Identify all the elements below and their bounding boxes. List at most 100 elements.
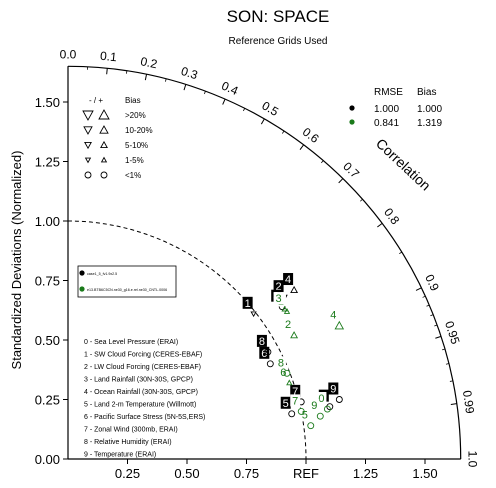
outer-arc bbox=[67, 65, 462, 460]
data-point-marker bbox=[334, 320, 345, 330]
bias-header: Bias bbox=[417, 87, 436, 98]
correlation-tick bbox=[222, 98, 226, 105]
case-2-legend-marker bbox=[79, 286, 85, 292]
data-point-label: 5 bbox=[302, 410, 308, 422]
bias-legend-sign-header: - / + bbox=[89, 96, 103, 105]
correlation-tick bbox=[260, 118, 265, 125]
data-point-label: 1 bbox=[245, 298, 251, 310]
data-point-marker bbox=[281, 305, 288, 312]
correlation-tick-label: 0.2 bbox=[139, 54, 158, 71]
x-tick-label: 1.25 bbox=[353, 466, 378, 481]
data-point-label: 9 bbox=[311, 400, 317, 412]
correlation-label: Correlation bbox=[373, 135, 434, 193]
bias-legend-plus-marker bbox=[98, 109, 110, 120]
data-point: 5 bbox=[280, 396, 296, 418]
axes-frame bbox=[67, 65, 462, 460]
data-point-label-bg bbox=[316, 392, 327, 405]
correlation-tick bbox=[183, 84, 187, 91]
correlation-tick bbox=[106, 68, 108, 75]
variable-legend-item: 5 - Land 2-m Temperature (Willmott) bbox=[84, 402, 196, 409]
data-point-label: 4 bbox=[285, 274, 291, 286]
correlation-tick bbox=[338, 178, 344, 184]
data-point-label-bg bbox=[299, 408, 310, 421]
correlation-minor-tick bbox=[426, 304, 430, 307]
correlation-minor-tick bbox=[165, 78, 167, 82]
correlation-tick-label: 0.4 bbox=[219, 78, 240, 98]
variable-legend-item: 6 - Pacific Surface Stress (5N-5S,ERS) bbox=[84, 414, 205, 421]
y-axis-label: Standardized Deviations (Normalized) bbox=[9, 151, 24, 370]
correlation-tick-label: 0.6 bbox=[300, 125, 322, 146]
data-point-label-bg bbox=[259, 346, 270, 359]
data-points: 01234567890123456789 bbox=[242, 273, 345, 430]
bias-legend-minus-marker bbox=[84, 171, 92, 179]
data-point-label-bg bbox=[278, 365, 289, 378]
variable-legend: 0 - Sea Level Pressure (ERAI) 1 - SW Clou… bbox=[84, 339, 205, 459]
data-point-marker bbox=[288, 410, 296, 418]
correlation-minor-tick bbox=[434, 324, 438, 327]
x-tick-label: 1.50 bbox=[412, 466, 437, 481]
data-point-label: 7 bbox=[292, 386, 298, 398]
data-point-label-bg bbox=[290, 384, 301, 397]
data-point-label: 2 bbox=[276, 281, 282, 293]
data-point-label-bg bbox=[242, 296, 253, 309]
correlation-tick bbox=[415, 287, 422, 291]
variable-legend-item: 9 - Temperature (ERAI) bbox=[84, 452, 156, 459]
correlation-minor-tick bbox=[360, 198, 363, 202]
correlation-minor-tick bbox=[243, 108, 246, 112]
y-tick-label: 1.25 bbox=[35, 155, 60, 170]
data-point: 4 bbox=[283, 273, 299, 294]
data-point-label: 2 bbox=[285, 319, 291, 331]
correlation-minor-tick bbox=[430, 314, 434, 317]
bias-legend-label: 1-5% bbox=[125, 156, 144, 165]
rmse-header: RMSE bbox=[374, 87, 403, 98]
data-point-label: 0 bbox=[318, 393, 324, 405]
data-point-label-bg bbox=[328, 308, 339, 321]
x-tick-label: REF bbox=[293, 466, 319, 481]
correlation-minor-tick bbox=[422, 295, 426, 298]
bias-legend-minus-marker bbox=[84, 141, 92, 150]
data-point: 8 bbox=[256, 334, 272, 356]
bias-legend-minus-marker bbox=[82, 110, 94, 121]
correlation-tick-label: 0.0 bbox=[60, 47, 77, 61]
data-point-label: 4 bbox=[330, 310, 336, 322]
case-1-name: case1_5_fv1.9x2.5 bbox=[87, 272, 117, 276]
data-point-marker bbox=[335, 396, 343, 403]
data-point: 8 bbox=[275, 356, 291, 377]
correlation-minor-tick bbox=[442, 348, 446, 351]
data-point-label-bg bbox=[256, 334, 267, 347]
variable-legend-item: 2 - LW Cloud Forcing (CERES-EBAF) bbox=[84, 364, 201, 371]
y-tick-label: 1.50 bbox=[35, 95, 60, 110]
data-point-label-bg bbox=[283, 318, 294, 331]
case-1-bias: 1.000 bbox=[417, 104, 442, 115]
correlation-tick-label: 1.0 bbox=[466, 451, 480, 468]
correlation-tick-label: 0.5 bbox=[259, 98, 281, 119]
bias-legend-plus-marker bbox=[100, 140, 108, 149]
case-2-name: e13.BTB6C5CN.ne30_g16.e.rel.ne30_CNTL.00… bbox=[87, 288, 167, 292]
y-tick-label: 1.00 bbox=[35, 214, 60, 229]
data-point-label-bg bbox=[273, 280, 284, 293]
data-point-label-bg bbox=[283, 273, 294, 286]
case-1-legend-marker bbox=[79, 270, 85, 276]
bias-legend-minus-marker bbox=[84, 157, 92, 164]
correlation-tick bbox=[144, 74, 148, 81]
y-tick-label: 0.25 bbox=[35, 393, 60, 408]
bias-legend-plus-marker bbox=[100, 171, 108, 179]
variable-legend-item: 3 - Land Rainfall (30N-30S, GPCP) bbox=[84, 377, 193, 384]
bias-legend-label: <1% bbox=[125, 171, 141, 180]
correlation-tick-label: 0.1 bbox=[99, 49, 117, 65]
bias-legend-minus-marker bbox=[83, 126, 93, 135]
data-point-marker bbox=[290, 331, 299, 339]
correlation-minor-tick bbox=[399, 251, 403, 255]
data-point-label-bg bbox=[275, 356, 286, 369]
data-point-marker bbox=[323, 405, 331, 413]
data-point-marker bbox=[250, 311, 257, 318]
data-point: 0 bbox=[316, 392, 331, 413]
data-point: 9 bbox=[309, 399, 324, 420]
variable-legend-item: 0 - Sea Level Pressure (ERAI) bbox=[84, 339, 178, 346]
correlation-minor-tick bbox=[282, 130, 285, 134]
correlation-tick-label: 0.9 bbox=[422, 272, 442, 293]
data-point-marker bbox=[297, 407, 305, 415]
correlation-minor-tick bbox=[445, 363, 450, 365]
correlation-tick bbox=[450, 403, 457, 405]
